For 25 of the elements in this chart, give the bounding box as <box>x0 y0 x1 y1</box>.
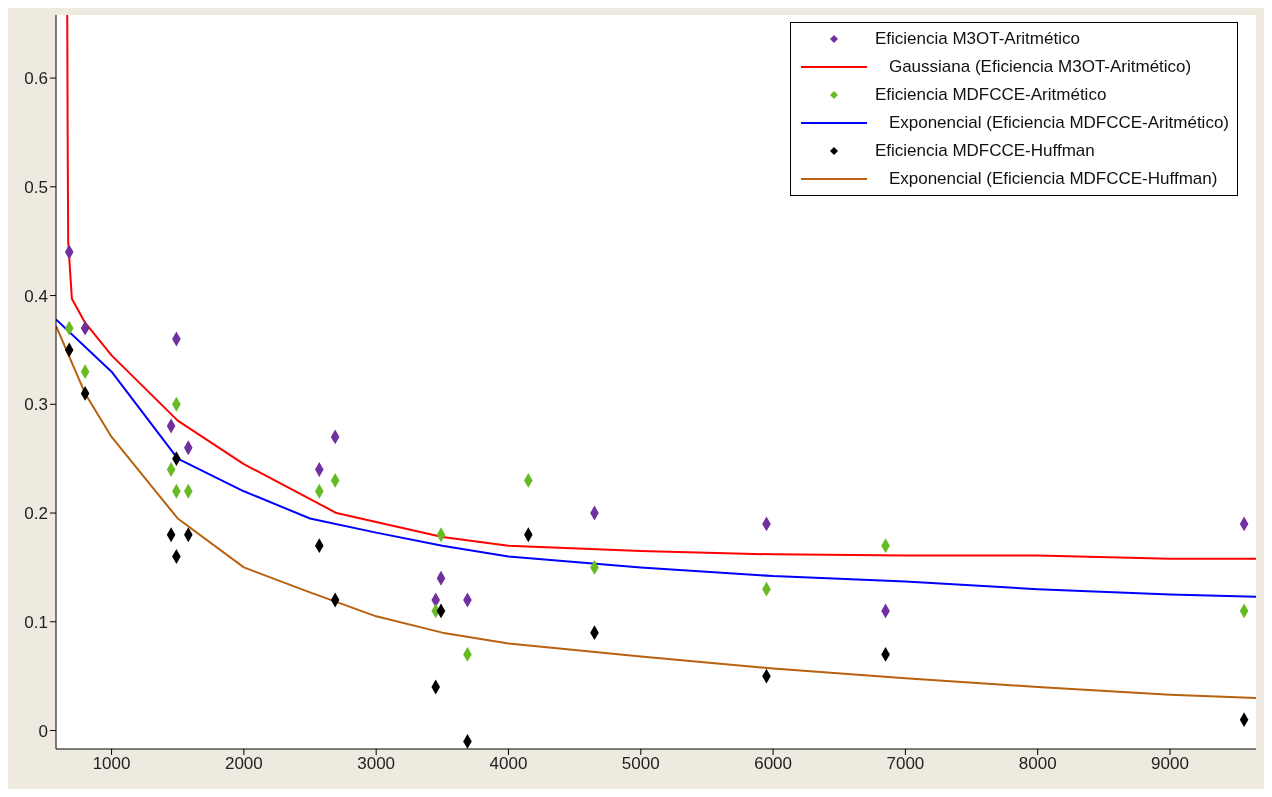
legend-label: Gaussiana (Eficiencia M3OT-Aritmético) <box>888 57 1192 77</box>
y-tick-label: 0.2 <box>24 504 48 524</box>
x-tick-label: 8000 <box>1018 754 1057 774</box>
x-tick-label: 6000 <box>754 754 792 774</box>
x-tick-label: 3000 <box>357 754 396 774</box>
legend-label: Exponencial (Eficiencia MDFCCE-Aritmético) <box>888 113 1229 133</box>
legend-label: Eficiencia M3OT-Aritmético <box>874 29 1080 49</box>
line-series <box>66 15 1256 560</box>
line-series <box>56 318 1256 598</box>
y-tick-label: 0.4 <box>24 286 48 306</box>
y-tick-label: 0.1 <box>24 612 48 632</box>
x-tick-label: 5000 <box>621 754 660 774</box>
y-tick-label: 0.6 <box>24 69 48 89</box>
x-tick-label: 4000 <box>489 754 528 774</box>
x-tick-label: 7000 <box>886 754 925 774</box>
y-tick-label: 0.3 <box>24 395 48 415</box>
x-tick-label: 9000 <box>1151 754 1189 774</box>
x-tick-label: 1000 <box>92 754 131 774</box>
x-tick-label: 2000 <box>224 754 263 774</box>
line-series <box>56 325 1256 699</box>
legend-label: Eficiencia MDFCCE-Aritmético <box>874 85 1107 105</box>
legend-label: Exponencial (Eficiencia MDFCCE-Huffman) <box>888 169 1218 189</box>
legend-label: Eficiencia MDFCCE-Huffman <box>874 141 1095 161</box>
y-tick-label: 0 <box>38 721 48 741</box>
y-tick-label: 0.5 <box>24 177 48 197</box>
